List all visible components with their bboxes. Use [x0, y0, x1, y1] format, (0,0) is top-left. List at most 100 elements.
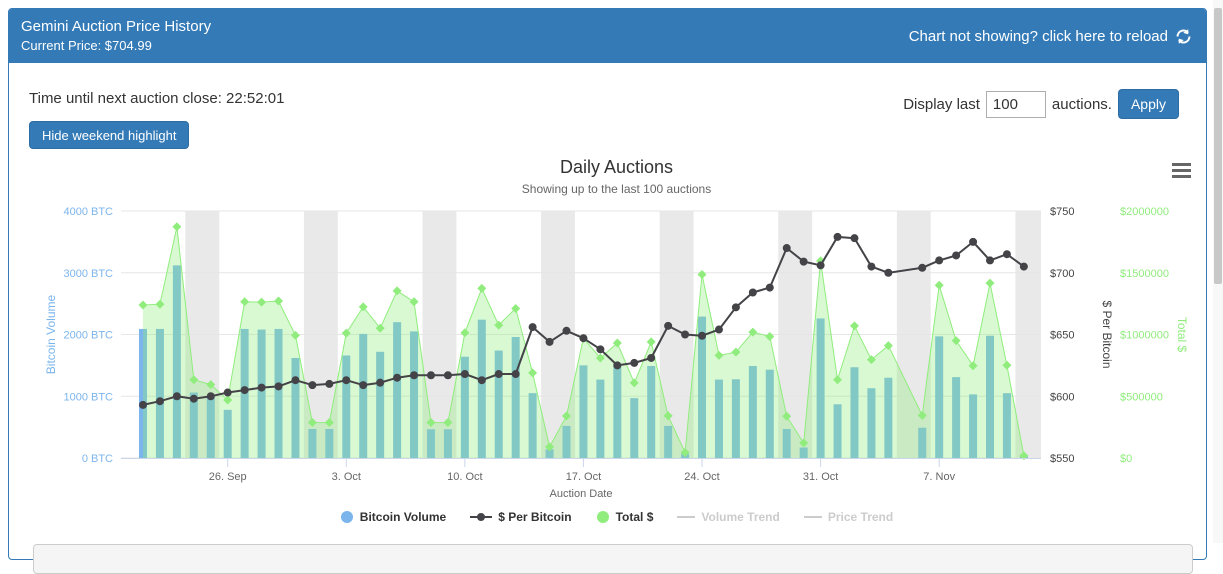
display-last-controls: Display last auctions. Apply: [903, 89, 1179, 119]
price-marker: [443, 371, 452, 380]
volume-bar: [850, 367, 859, 458]
total-diamond-marker: [1002, 360, 1012, 370]
volume-bar: [630, 398, 639, 458]
volume-bar: [223, 409, 232, 458]
price-marker: [139, 400, 147, 409]
price-marker: [850, 234, 859, 243]
volume-axis-title: Bitcoin Volume: [44, 294, 58, 374]
volume-bar: [393, 322, 402, 458]
total-diamond-marker: [341, 328, 351, 338]
total-diamond-marker: [274, 296, 284, 306]
price-marker: [816, 261, 825, 270]
total-diamond-marker: [799, 438, 809, 448]
price-marker: [477, 376, 486, 385]
volume-bar: [410, 331, 419, 458]
legend-item-bitcoin-volume[interactable]: Bitcoin Volume: [340, 510, 446, 524]
volume-bar: [748, 365, 757, 458]
apply-button[interactable]: Apply: [1117, 89, 1179, 119]
price-axis-title: $ Per Bitcoin: [1100, 300, 1114, 368]
total-axis-label: $1000000: [1120, 330, 1169, 342]
total-diamond-marker: [697, 269, 707, 279]
total-diamond-marker: [629, 378, 639, 388]
x-axis-label: 7. Nov: [923, 471, 955, 483]
volume-bar: [359, 333, 368, 458]
price-marker: [664, 321, 673, 330]
total-diamond-marker: [663, 411, 673, 421]
total-diamond-marker: [646, 337, 656, 347]
price-marker: [172, 392, 181, 401]
scrollbar-thumb[interactable]: [1214, 8, 1222, 284]
price-marker: [460, 370, 469, 379]
total-axis-label: $2000000: [1120, 206, 1169, 218]
price-marker: [935, 256, 944, 265]
display-last-label: Display last: [903, 95, 980, 113]
legend-label: Bitcoin Volume: [359, 510, 447, 524]
total-series-icon: [596, 511, 609, 523]
price-series-icon: [470, 513, 493, 521]
price-marker: [1002, 250, 1011, 259]
volume-axis-label: 2000 BTC: [63, 330, 113, 342]
price-marker: [240, 386, 249, 395]
total-diamond-marker: [409, 297, 419, 307]
legend-item-price-trend[interactable]: Price Trend: [803, 510, 893, 524]
total-diamond-marker: [545, 442, 555, 452]
legend-item-total[interactable]: Total $: [596, 510, 653, 524]
price-marker: [833, 232, 842, 241]
legend-item-price[interactable]: $ Per Bitcoin: [470, 510, 572, 524]
auction-count-input[interactable]: [985, 90, 1046, 118]
price-axis-label: $700: [1050, 268, 1074, 280]
volume-bar: [189, 392, 198, 458]
price-marker: [528, 323, 537, 332]
volume-bar: [986, 335, 994, 458]
total-diamond-marker: [155, 299, 165, 309]
price-marker: [308, 381, 317, 390]
legend-item-volume-trend[interactable]: Volume Trend: [677, 510, 780, 524]
volume-bar: [867, 388, 876, 458]
hide-weekend-button[interactable]: Hide weekend highlight: [29, 121, 190, 149]
volume-bar: [545, 449, 554, 458]
total-diamond-marker: [358, 302, 368, 312]
total-diamond-marker: [307, 418, 317, 428]
volume-series-icon: [340, 511, 353, 523]
price-marker: [393, 373, 402, 382]
volume-bar: [918, 427, 927, 458]
volume-bar: [308, 428, 317, 458]
price-marker: [189, 394, 198, 403]
total-diamond-marker: [392, 286, 402, 296]
price-marker: [782, 244, 791, 253]
volume-bar: [731, 379, 740, 458]
price-marker: [647, 353, 656, 362]
chart-legend: Bitcoin Volume $ Per Bitcoin Total $ Vol…: [9, 510, 1223, 524]
chart-subtitle: Showing up to the last 100 auctions: [521, 182, 712, 196]
volume-bar: [443, 429, 452, 458]
price-marker: [918, 263, 927, 272]
price-marker: [511, 370, 520, 379]
volume-trend-icon: [677, 516, 696, 518]
price-marker: [1019, 262, 1028, 271]
price-marker: [274, 382, 283, 391]
volume-bar: [884, 377, 893, 458]
volume-bar: [528, 393, 537, 458]
total-diamond-marker: [206, 380, 216, 390]
chart-export-menu-button[interactable]: [1172, 163, 1191, 178]
total-diamond-marker: [172, 222, 182, 232]
volume-bar: [647, 365, 656, 458]
x-axis-title: Auction Date: [550, 488, 613, 500]
price-trend-icon: [803, 516, 822, 518]
volume-bar: [325, 428, 334, 458]
volume-bar: [172, 265, 181, 458]
price-axis-label: $750: [1050, 206, 1074, 218]
reload-link[interactable]: Chart not showing? click here to reload: [909, 9, 1192, 63]
volume-bar: [765, 369, 774, 458]
total-diamond-marker: [189, 375, 199, 385]
price-marker: [223, 388, 232, 397]
price-marker: [630, 358, 639, 367]
price-marker: [698, 331, 707, 340]
total-diamond-marker: [595, 353, 605, 363]
price-marker: [257, 383, 266, 392]
volume-bar: [342, 355, 351, 458]
total-diamond-marker: [562, 411, 571, 421]
volume-bar: [952, 377, 961, 458]
total-diamond-marker: [917, 410, 927, 420]
price-marker: [681, 330, 690, 339]
